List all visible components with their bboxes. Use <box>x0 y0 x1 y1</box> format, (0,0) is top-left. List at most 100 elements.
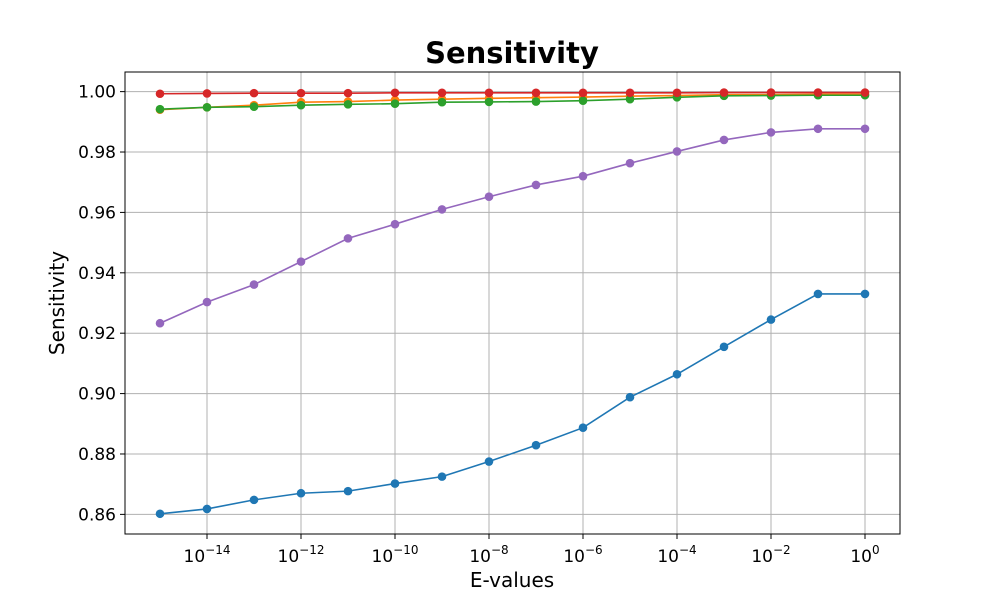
data-point <box>813 124 823 134</box>
y-tick-label: 0.96 <box>78 203 116 223</box>
data-point <box>390 219 400 229</box>
data-point <box>531 440 541 450</box>
y-tick-label: 0.92 <box>78 324 116 344</box>
x-tick-label: 10−12 <box>278 543 325 567</box>
data-point <box>249 495 259 505</box>
data-point <box>202 504 212 514</box>
data-point <box>437 205 447 214</box>
data-point <box>390 88 400 98</box>
x-tick-label: 10−8 <box>469 543 508 567</box>
x-tick-exponent: −2 <box>773 543 791 557</box>
data-point <box>672 88 682 98</box>
data-point <box>719 88 729 97</box>
data-point <box>484 88 494 98</box>
data-point <box>531 97 541 106</box>
y-tick-label: 1.00 <box>78 83 116 103</box>
data-point <box>484 457 494 466</box>
x-tick-exponent: −14 <box>205 543 230 557</box>
data-point <box>860 289 870 299</box>
data-point <box>813 289 823 299</box>
data-point <box>625 94 635 104</box>
data-point <box>437 88 447 98</box>
data-point <box>343 100 353 109</box>
x-tick-label: 10−6 <box>563 543 602 567</box>
x-tick-label: 100 <box>850 543 879 567</box>
series-line <box>159 91 865 95</box>
y-tick-label: 0.94 <box>78 264 116 284</box>
data-point <box>672 369 682 379</box>
data-point <box>202 89 212 98</box>
data-point <box>625 158 635 168</box>
data-point <box>766 315 776 324</box>
x-tick-base: 10 <box>657 547 679 567</box>
series-line <box>159 94 865 110</box>
data-point <box>672 147 682 156</box>
x-tick-exponent: −4 <box>679 543 697 557</box>
data-point <box>719 135 729 145</box>
series-4 <box>155 88 870 99</box>
data-point <box>437 97 447 107</box>
data-point <box>813 88 823 97</box>
x-tick-exponent: −10 <box>393 543 418 557</box>
y-tick-label: 0.86 <box>78 505 116 525</box>
x-tick-label: 10−4 <box>657 543 696 567</box>
x-tick-base: 10 <box>184 547 206 567</box>
data-point <box>202 103 212 112</box>
data-point <box>343 88 353 98</box>
data-point <box>249 88 259 98</box>
x-tick-base: 10 <box>372 547 394 567</box>
series-1 <box>155 124 870 328</box>
series-layer <box>155 88 870 519</box>
series-line <box>159 93 865 111</box>
data-point <box>249 280 259 289</box>
series-line <box>159 293 865 515</box>
x-tick-exponent: 0 <box>872 543 880 557</box>
x-tick-exponent: −6 <box>585 543 603 557</box>
data-point <box>625 392 635 402</box>
y-tick-label: 0.98 <box>78 143 116 163</box>
x-tick-label: 10−10 <box>372 543 419 567</box>
data-point <box>155 89 165 99</box>
data-point <box>390 99 400 109</box>
data-point <box>766 88 776 97</box>
data-point <box>343 486 353 496</box>
x-tick-label: 10−2 <box>751 543 790 567</box>
chart-title: Sensitivity <box>425 36 599 70</box>
data-point <box>531 88 541 98</box>
data-point <box>531 180 541 190</box>
data-point <box>860 88 870 97</box>
data-point <box>578 171 588 181</box>
data-point <box>390 479 400 488</box>
data-point <box>578 423 588 433</box>
series-line <box>159 127 865 324</box>
data-point <box>296 100 306 110</box>
y-axis-label: Sensitivity <box>45 251 69 355</box>
grid <box>125 72 900 534</box>
data-point <box>155 318 165 328</box>
x-tick-base: 10 <box>563 547 585 567</box>
data-point <box>484 192 494 202</box>
x-tick-base: 10 <box>850 547 872 567</box>
x-tick-label: 10−14 <box>184 543 231 567</box>
y-tick-label: 0.90 <box>78 385 116 405</box>
x-tick-exponent: −12 <box>299 543 324 557</box>
data-point <box>578 88 588 98</box>
data-point <box>484 97 494 107</box>
data-point <box>437 472 447 481</box>
data-point <box>296 488 306 498</box>
data-point <box>766 128 776 137</box>
data-point <box>155 509 165 519</box>
data-point <box>249 102 259 112</box>
data-point <box>578 96 588 105</box>
data-point <box>625 88 635 98</box>
x-axis-label: E-values <box>470 568 554 592</box>
data-point <box>343 234 353 243</box>
series-0 <box>155 289 870 519</box>
x-tick-base: 10 <box>751 547 773 567</box>
data-point <box>202 297 212 307</box>
data-point <box>719 342 729 352</box>
x-tick-base: 10 <box>469 547 491 567</box>
data-point <box>296 88 306 98</box>
